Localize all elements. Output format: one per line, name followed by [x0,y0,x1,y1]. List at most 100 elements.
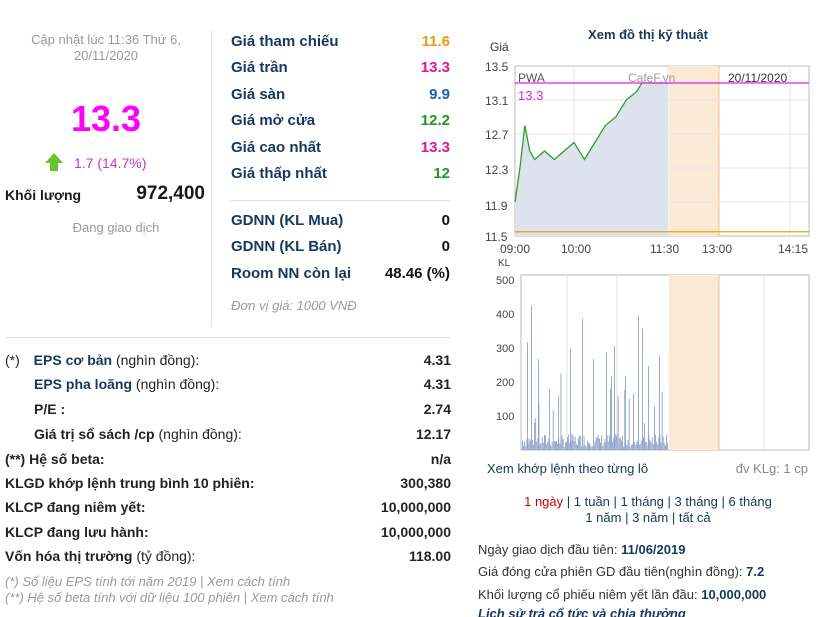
volume-bar [651,437,653,450]
range-all[interactable]: tất cả [678,510,711,525]
volume-bar [638,315,639,450]
x-tick: 14:15 [778,242,808,256]
eps-diluted-value: 4.31 [423,376,451,392]
pe-row: P/E : 2.74 [5,401,451,425]
beta-calc-link[interactable]: Xem cách tính [250,590,334,605]
volume-bar [568,434,570,450]
volume-bar [595,437,597,450]
volume-bar [588,442,589,450]
foreign-room-value: 48.46 (%) [384,265,450,282]
ref-price-label: Giá tham chiếu [231,33,339,50]
volume-bar [643,437,644,450]
volume-bar [655,434,656,450]
volume-bar [582,318,583,450]
market-cap-row: Vốn hóa thị trường (tỷ đồng): 118.00 [5,548,451,572]
volume-bar [618,438,620,450]
volume-bar [662,436,664,450]
volume-bar [633,393,634,450]
range-6-months[interactable]: 6 tháng [728,494,772,509]
volume-bar [663,443,665,450]
volume-bar [665,445,666,450]
volume-bar [610,388,611,450]
volume-bar [626,445,628,450]
volume-bar [606,352,607,450]
eps-diluted-label[interactable]: EPS pha loãng [34,376,133,392]
high-price-row: Giá cao nhất 13.3 [231,139,450,163]
range-1-month[interactable]: 1 tháng [620,494,664,509]
beta-label: Hệ số beta: [29,451,105,467]
lunch-break-band [669,66,719,236]
first-close-row: Giá đóng cửa phiên GD đầu tiên(nghìn đồn… [478,564,764,579]
y-tick: 13.1 [485,94,509,108]
initial-listing-row: Khối lượng cổ phiếu niêm yết lần đầu: 10… [478,587,766,602]
eps-basic-suffix: (nghìn đồng): [115,352,200,368]
eps-basic-label[interactable]: EPS cơ bản [33,352,113,368]
chart-date: 20/11/2020 [728,71,787,85]
volume-bar [624,389,626,450]
volume-bar [623,446,625,450]
eps-calc-link[interactable]: Xem cách tính [207,574,291,589]
price-line [514,82,668,203]
current-price: 13.3 [70,98,142,139]
avg-volume-label: KLGD khớp lệnh trung bình 10 phiên: [5,475,255,491]
volume-bar [644,423,645,450]
volume-bar [634,441,636,450]
volume-bar [594,441,596,450]
x-tick: 10:00 [561,242,591,256]
volume-bar [536,441,538,450]
foreign-buy-row: GDNN (KL Mua) 0 [231,212,450,236]
volume-bar [647,445,649,450]
volume-bar [591,447,593,450]
volume-bar [586,440,588,450]
volume-bar [547,441,549,450]
trading-status: Đang giao dịch [72,220,160,235]
range-1-week[interactable]: 1 tuần [573,494,610,509]
volume-bar [639,443,641,450]
volume-bar [604,439,606,450]
price-volume-chart: Giá PWA CafeF.vn 20/11/2020 13.3 13.5 13… [485,40,810,451]
dividend-history-link[interactable]: Lịch sử trả cổ tức và chia thưởng [478,606,686,617]
volume-bar [640,440,642,450]
eps-note-text: (*) Số liệu EPS tính tới năm 2019 | [5,574,204,589]
volume-bar [629,446,631,450]
high-price-label: Giá cao nhất [231,139,322,156]
volume-bar [534,422,535,450]
y-tick: 11.5 [485,230,508,244]
volume-bar [538,359,539,450]
volume-bar [617,396,619,450]
market-cap-suffix: (tỷ đồng): [136,548,196,564]
book-value-suffix: (nghìn đồng): [158,426,242,442]
x-tick: 11:30 [650,242,679,256]
volume-bar [551,441,553,450]
range-3-years[interactable]: 3 năm [632,510,669,525]
volume-bar [600,442,601,450]
volume-bar [566,442,567,450]
avg-volume-value: 300,380 [400,475,451,491]
last-price-label: 13.3 [518,88,543,103]
volume-bar [593,359,594,450]
outstanding-shares-label: KLCP đang lưu hành: [5,524,149,540]
volume-bar [646,442,648,450]
volume-bar [652,444,654,450]
eps-diluted-suffix: (nghìn đồng): [135,376,220,392]
chart-title-link[interactable]: Xem đồ thị kỹ thuật [588,27,708,42]
volume-bar [615,433,617,450]
range-1-year[interactable]: 1 năm [585,510,622,525]
low-price-label: Giá thấp nhất [231,165,327,182]
foreign-sell-label: GDNN (KL Bán) [231,238,342,255]
watermark: CafeF.vn [628,71,675,85]
range-3-months[interactable]: 3 tháng [674,494,718,509]
volume-bar [549,444,551,450]
volume-bar [603,443,605,450]
volume-bar [592,446,594,450]
volume-bar [649,440,651,450]
volume-bar [526,439,528,450]
match-by-lot-link[interactable]: Xem khớp lệnh theo từng lô [487,461,649,476]
volume-bar [559,443,561,450]
volume-bar [525,446,527,450]
y-tick: 11.9 [485,199,508,213]
eps-basic-row: (*) EPS cơ bản (nghìn đồng): 4.31 [5,352,451,376]
volume-bar [638,445,640,450]
volume-bar [537,438,539,450]
range-1-day[interactable]: 1 ngày [524,494,564,509]
